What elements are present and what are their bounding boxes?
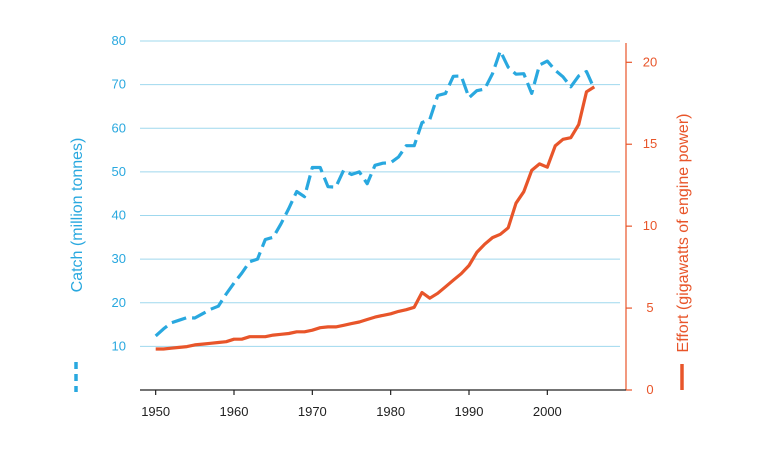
right-axis-title: Effort (gigawatts of engine power) (675, 114, 692, 353)
x-tick-label: 1960 (220, 404, 249, 419)
x-tick-label: 2000 (533, 404, 562, 419)
series-layer (154, 49, 596, 351)
right-tick-label: 10 (643, 218, 657, 233)
x-tick-label: 1990 (455, 404, 484, 419)
right-tick-label: 0 (646, 382, 653, 397)
x-tick-label: 1980 (376, 404, 405, 419)
right-tick-label: 20 (643, 54, 657, 69)
right-axis: 0 5 10 15 20 (625, 43, 657, 397)
left-tick-label: 30 (112, 251, 126, 266)
left-tick-label: 50 (112, 164, 126, 179)
gridlines (140, 40, 620, 347)
x-axis: 1950 1960 1970 1980 1990 2000 (140, 389, 626, 419)
left-tick-label: 60 (112, 120, 126, 135)
left-axis-title: Catch (million tonnes) (69, 138, 86, 293)
left-tick-label: 40 (112, 208, 126, 223)
catch-series-line (154, 49, 596, 338)
left-axis-ticks: 10 20 30 40 50 60 70 80 (112, 33, 126, 353)
left-tick-label: 80 (112, 33, 126, 48)
x-tick-label: 1950 (141, 404, 170, 419)
x-tick-label: 1970 (298, 404, 327, 419)
left-tick-label: 70 (112, 77, 126, 92)
right-tick-label: 15 (643, 136, 657, 151)
left-tick-label: 20 (112, 295, 126, 310)
effort-series-line (155, 85, 596, 351)
right-tick-label: 5 (646, 300, 653, 315)
left-tick-label: 10 (112, 338, 126, 353)
